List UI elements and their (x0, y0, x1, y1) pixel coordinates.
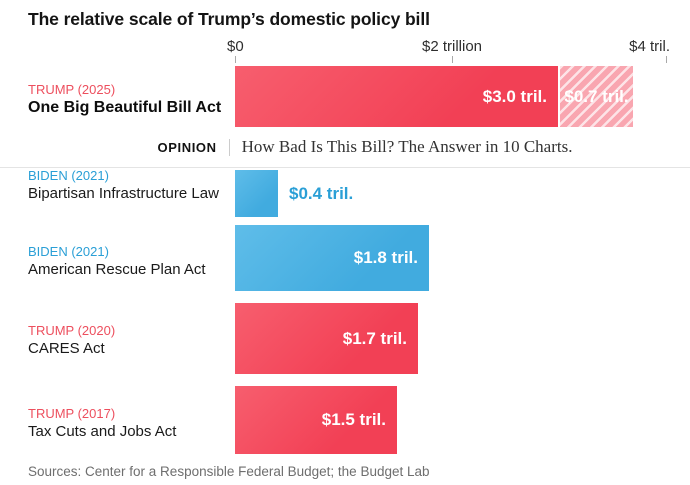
x-tick-label-4t: $4 tril. (629, 38, 670, 55)
plot-area: $3.0 tril. $0.7 tril. $0.4 tril. $1.8 tr… (235, 0, 690, 485)
row-label-tcja: TRUMP (2017) Tax Cuts and Jobs Act (28, 406, 176, 441)
x-tick-4t (666, 56, 667, 63)
party-label: BIDEN (2021) (28, 168, 109, 183)
opinion-kicker: OPINION (157, 139, 217, 155)
bar-cares: $1.7 tril. (235, 303, 418, 374)
party-label: BIDEN (2021) (28, 244, 109, 259)
act-label: Tax Cuts and Jobs Act (28, 423, 177, 440)
bar-tcja: $1.5 tril. (235, 386, 397, 454)
act-label: CARES Act (28, 340, 105, 357)
value-label-obbba-extra: $0.7 tril. (564, 86, 629, 106)
bar-obbba-main: $3.0 tril. (235, 66, 558, 127)
act-label: American Rescue Plan Act (28, 261, 206, 278)
party-label: TRUMP (2017) (28, 406, 116, 421)
vertical-divider (228, 138, 230, 156)
opinion-banner-content: OPINION How Bad Is This Bill? The Answer… (158, 137, 573, 157)
opinion-banner-link[interactable]: OPINION How Bad Is This Bill? The Answer… (0, 127, 690, 168)
act-label: Bipartisan Infrastructure Law (28, 185, 219, 202)
row-label-cares: TRUMP (2020) CARES Act (28, 323, 115, 358)
x-tick-0 (235, 56, 236, 63)
party-label: TRUMP (2020) (28, 323, 116, 338)
bar-arpa: $1.8 tril. (235, 225, 429, 291)
x-tick-label-2t: $2 trillion (421, 38, 483, 55)
opinion-headline: How Bad Is This Bill? The Answer in 10 C… (241, 137, 573, 156)
value-label-arpa: $1.8 tril. (353, 248, 418, 267)
chart-title: The relative scale of Trump’s domestic p… (28, 9, 430, 29)
party-label: TRUMP (2025) (28, 82, 116, 97)
x-tick-label-0: $0 (227, 38, 244, 55)
value-label-bil: $0.4 tril. (289, 183, 354, 203)
row-label-bil: BIDEN (2021) Bipartisan Infrastructure L… (28, 168, 219, 203)
row-label-obbba: TRUMP (2025) One Big Beautiful Bill Act (28, 82, 221, 117)
bar-obbba: $3.0 tril. $0.7 tril. (235, 66, 633, 127)
act-label: One Big Beautiful Bill Act (28, 99, 222, 116)
row-label-arpa: BIDEN (2021) American Rescue Plan Act (28, 244, 206, 279)
sources-note: Sources: Center for a Responsible Federa… (28, 464, 430, 479)
value-label-tcja: $1.5 tril. (321, 410, 386, 429)
x-tick-2t (452, 56, 453, 63)
value-label-cares: $1.7 tril. (342, 328, 407, 348)
value-label-obbba: $3.0 tril. (482, 86, 547, 106)
bar-obbba-extra-hatched: $0.7 tril. (558, 66, 633, 127)
bar-bil: $0.4 tril. (235, 170, 353, 217)
